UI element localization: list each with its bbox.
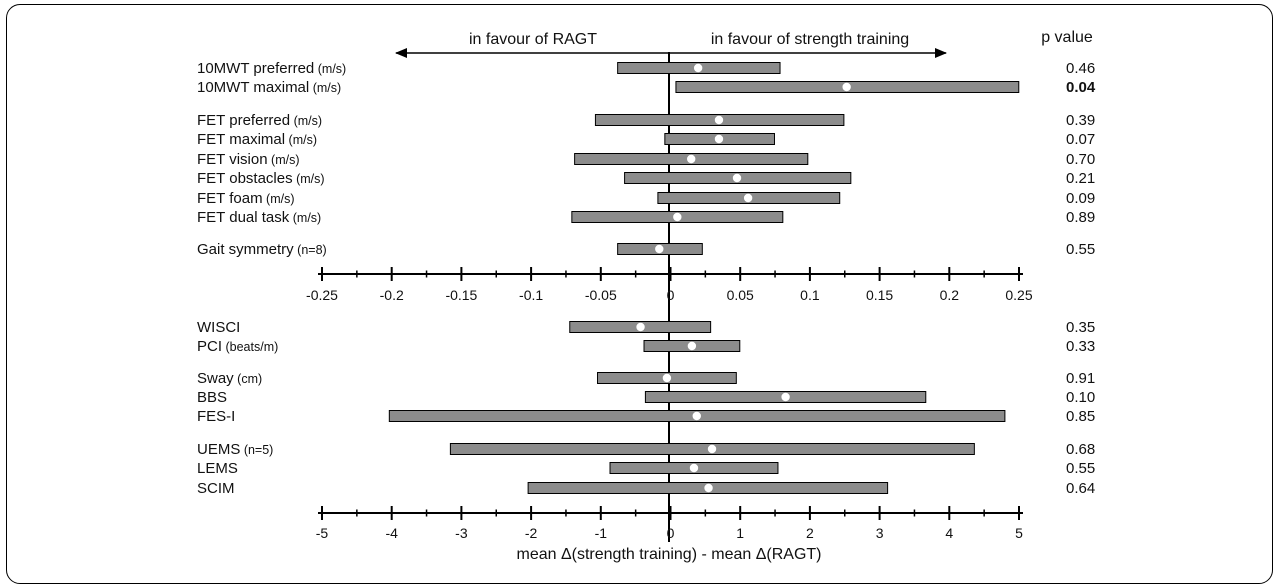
p-value: 0.21 [1066, 170, 1095, 187]
x-tick-label: -0.25 [306, 287, 338, 303]
p-value: 0.70 [1066, 151, 1095, 168]
p-value: 0.55 [1066, 241, 1095, 258]
mean-point [704, 483, 713, 493]
mean-point [781, 392, 790, 402]
row-label: PCI (beats/m) [197, 338, 278, 355]
mean-point [636, 322, 645, 332]
header-left-label: in favour of RAGT [469, 31, 597, 48]
mean-point [707, 444, 717, 454]
x-tick-label: 0 [667, 525, 675, 541]
header-right-label: in favour of strength training [711, 31, 909, 48]
row-label: FET preferred (m/s) [197, 112, 322, 129]
p-value: 0.35 [1066, 319, 1095, 336]
mean-point [714, 134, 724, 144]
p-value: 0.39 [1066, 112, 1095, 129]
mean-point [732, 173, 742, 183]
x-tick-label: 3 [876, 525, 884, 541]
mean-point [842, 82, 851, 92]
mean-point [673, 212, 682, 222]
row-label: BBS [197, 389, 227, 406]
mean-point [687, 341, 697, 351]
x-tick-label: -1 [595, 525, 608, 541]
p-value: 0.64 [1066, 480, 1095, 497]
p-value: 0.85 [1066, 408, 1095, 425]
p-value: 0.04 [1066, 79, 1096, 96]
mean-point [714, 115, 724, 125]
x-tick-label: 0.25 [1005, 287, 1032, 303]
forest-plot: in favour of RAGT in favour of strength … [197, 29, 1096, 563]
x-tick-label: 1 [736, 525, 744, 541]
row-label: WISCI [197, 319, 240, 336]
x-tick-label: 4 [945, 525, 953, 541]
p-value: 0.10 [1066, 389, 1095, 406]
mean-point [687, 154, 696, 164]
row-label: 10MWT preferred (m/s) [197, 60, 346, 77]
x-tick-label: -0.2 [380, 287, 404, 303]
row-label: UEMS (n=5) [197, 441, 273, 458]
x-tick-label: -4 [385, 525, 398, 541]
row-label: 10MWT maximal (m/s) [197, 79, 341, 96]
x-tick-label: -5 [316, 525, 329, 541]
pvalue-header: p value [1041, 29, 1093, 46]
x-tick-label: 0.1 [800, 287, 820, 303]
x-tick-label: -0.15 [445, 287, 477, 303]
row-label: FET obstacles (m/s) [197, 170, 325, 187]
x-tick-label: 0.2 [940, 287, 960, 303]
x-tick-label: -3 [455, 525, 468, 541]
row-label: FES-I [197, 408, 235, 425]
mean-point [689, 463, 699, 473]
x-tick-label: 2 [806, 525, 814, 541]
mean-point [693, 63, 703, 73]
p-value: 0.09 [1066, 190, 1095, 207]
row-label: SCIM [197, 480, 235, 497]
row-label: Sway (cm) [197, 370, 262, 387]
x-tick-label: -0.05 [585, 287, 617, 303]
p-value: 0.46 [1066, 60, 1095, 77]
mean-point [692, 411, 701, 421]
mean-point [655, 244, 664, 254]
row-label: FET dual task (m/s) [197, 209, 321, 226]
p-value: 0.89 [1066, 209, 1095, 226]
row-label: LEMS [197, 460, 238, 477]
p-value: 0.07 [1066, 131, 1095, 148]
x-tick-label: 5 [1015, 525, 1023, 541]
row-label: FET maximal (m/s) [197, 131, 317, 148]
p-value: 0.33 [1066, 338, 1095, 355]
p-value: 0.91 [1066, 370, 1095, 387]
x-axis-label: mean Δ(strength training) - mean Δ(RAGT) [516, 546, 821, 563]
row-label: FET foam (m/s) [197, 190, 295, 207]
row-label: Gait symmetry (n=8) [197, 241, 327, 258]
p-value: 0.68 [1066, 441, 1095, 458]
x-tick-label: 0.15 [866, 287, 893, 303]
x-tick-label: 0.05 [727, 287, 754, 303]
x-tick-label: -0.1 [519, 287, 543, 303]
x-tick-label: -2 [525, 525, 538, 541]
mean-point [662, 373, 672, 383]
p-value: 0.55 [1066, 460, 1095, 477]
x-tick-label: 0 [667, 287, 675, 303]
mean-point [743, 193, 753, 203]
row-label: FET vision (m/s) [197, 151, 300, 168]
